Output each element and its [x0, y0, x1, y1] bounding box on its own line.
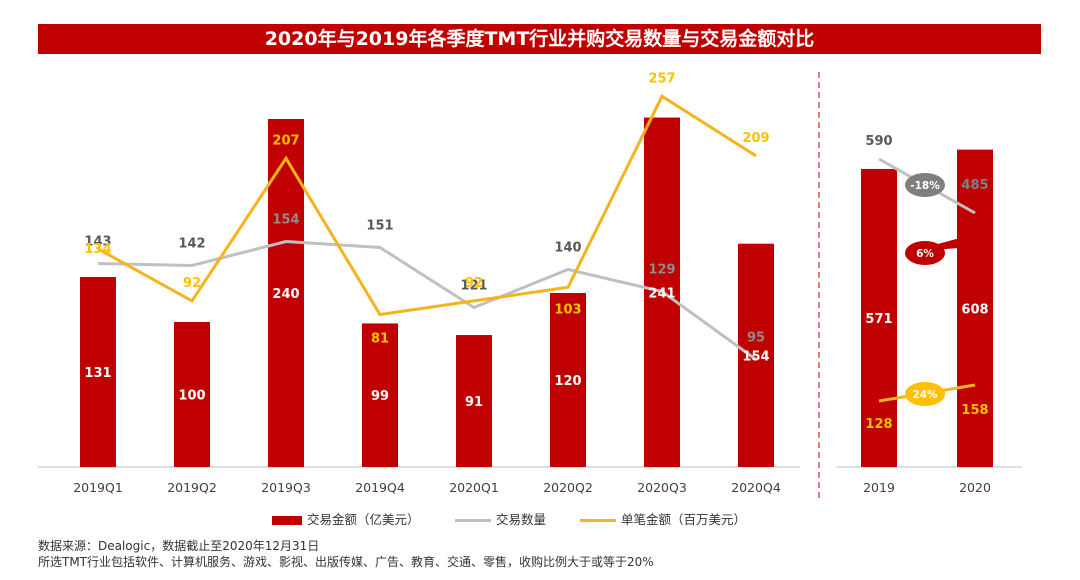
x-tick-2020Q3: 2020Q3 — [637, 480, 687, 495]
x-tick-2020Q1: 2020Q1 — [449, 480, 499, 495]
bar-label-2019Q3: 240 — [272, 287, 299, 302]
avg-label-2019Q2: 92 — [183, 276, 201, 291]
x-tick-2019Q1: 2019Q1 — [73, 480, 123, 495]
avg-label-2019Q1: 134 — [84, 242, 111, 257]
legend-avg: 单笔金额（百万美元） — [580, 512, 746, 528]
growth-bubble-avg — [905, 382, 945, 406]
count-label-2020Q2: 140 — [554, 241, 581, 256]
bar-2019Q4 — [362, 323, 398, 467]
bar-label-2019Q1: 131 — [84, 366, 111, 381]
x-tick-2020: 2020 — [959, 480, 991, 495]
bar-label-2019: 571 — [865, 312, 892, 327]
x-tick-2019Q4: 2019Q4 — [355, 480, 405, 495]
avg-label-2019: 128 — [865, 417, 892, 432]
bar-2019Q1 — [80, 277, 116, 467]
avg-label-2020Q3: 257 — [648, 71, 675, 86]
bar-label-2020Q3: 241 — [648, 286, 675, 301]
count-label-2019: 590 — [865, 134, 892, 149]
legend-bar: 交易金额（亿美元） — [272, 512, 420, 528]
chart-title: 2020年与2019年各季度TMT行业并购交易数量与交易金额对比 — [38, 24, 1041, 54]
avg-label-2019Q4: 81 — [371, 332, 389, 347]
bar-2020Q1 — [456, 335, 492, 467]
count-label-2020Q4: 95 — [747, 331, 765, 346]
count-label-2019Q3: 154 — [272, 213, 299, 228]
count-label-2020Q1: 121 — [460, 279, 487, 294]
legend-bar-label: 交易金额（亿美元） — [307, 512, 420, 527]
x-tick-2019Q2: 2019Q2 — [167, 480, 217, 495]
legend-avg-label: 单笔金额（百万美元） — [621, 512, 747, 527]
growth-label-amount: 6% — [916, 248, 934, 260]
avg-label-2020: 158 — [961, 403, 988, 418]
growth-bubble-amount — [905, 241, 945, 265]
count-label-2019Q1: 143 — [84, 235, 111, 250]
avg-label-2019Q3: 207 — [272, 133, 299, 148]
growth-label-count: -18% — [910, 180, 940, 192]
growth-label-avg: 24% — [912, 389, 938, 401]
source-note-2: 所选TMT行业包括软件、计算机服务、游戏、影视、出版传媒、广告、教育、交通、零售… — [38, 555, 654, 569]
count-label-2019Q2: 142 — [178, 237, 205, 252]
legend-count: 交易数量 — [455, 512, 546, 528]
bar-label-2020: 608 — [961, 302, 988, 317]
legend-avg-swatch — [580, 519, 616, 522]
bar-2020 — [957, 149, 993, 467]
legend-count-label: 交易数量 — [496, 512, 547, 527]
bar-2019 — [861, 168, 897, 468]
legend-count-swatch — [455, 519, 491, 522]
count-line — [97, 239, 757, 361]
growth-bubble-count — [905, 173, 945, 197]
x-tick-2019Q3: 2019Q3 — [261, 480, 311, 495]
source-note-1: 数据来源：Dealogic，数据截止至2020年12月31日 — [38, 539, 320, 553]
avg-line — [97, 94, 757, 317]
bar-2020Q2 — [550, 293, 586, 467]
bar-label-2020Q1: 91 — [465, 395, 483, 410]
bar-label-2019Q4: 99 — [371, 389, 389, 404]
count-label-2019Q4: 151 — [366, 219, 393, 234]
x-tick-2020Q2: 2020Q2 — [543, 480, 593, 495]
avg-label-2020Q2: 103 — [554, 302, 581, 317]
x-tick-2020Q4: 2020Q4 — [731, 480, 781, 495]
bar-2020Q4 — [738, 243, 774, 467]
bar-2019Q2 — [174, 322, 210, 467]
bar-label-2020Q4: 154 — [742, 349, 769, 364]
avg-label-2020Q1: 92 — [465, 276, 483, 291]
x-tick-2019: 2019 — [863, 480, 895, 495]
legend-bar-swatch — [272, 516, 302, 525]
count-label-2020Q3: 129 — [648, 263, 675, 278]
bar-label-2019Q2: 100 — [178, 389, 205, 404]
bar-label-2020Q2: 120 — [554, 374, 581, 389]
avg-label-2020Q4: 209 — [742, 131, 769, 146]
count-label-2020: 485 — [961, 178, 988, 193]
